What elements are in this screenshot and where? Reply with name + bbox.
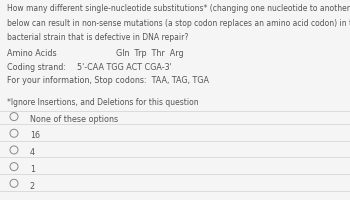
Text: 1: 1 bbox=[30, 164, 35, 173]
Text: 16: 16 bbox=[30, 131, 40, 140]
Text: 5'-CAA TGG ACT CGA-3': 5'-CAA TGG ACT CGA-3' bbox=[77, 62, 172, 71]
Text: Coding strand:: Coding strand: bbox=[7, 62, 66, 71]
Text: below can result in non-sense mutations (a stop codon replaces an amino acid cod: below can result in non-sense mutations … bbox=[7, 19, 350, 28]
Text: None of these options: None of these options bbox=[30, 114, 118, 123]
Text: bacterial strain that is defective in DNA repair?: bacterial strain that is defective in DN… bbox=[7, 33, 188, 42]
Text: *Ignore Insertions, and Deletions for this question: *Ignore Insertions, and Deletions for th… bbox=[7, 98, 199, 107]
Text: How many different single-nucleotide substitutions* (changing one nucleotide to : How many different single-nucleotide sub… bbox=[7, 4, 350, 13]
Text: 2: 2 bbox=[30, 181, 35, 190]
Text: For your information, Stop codons:  TAA, TAG, TGA: For your information, Stop codons: TAA, … bbox=[7, 76, 209, 85]
Text: Amino Acids: Amino Acids bbox=[7, 49, 57, 58]
Text: 4: 4 bbox=[30, 147, 35, 156]
Text: Gln  Trp  Thr  Arg: Gln Trp Thr Arg bbox=[116, 49, 183, 58]
